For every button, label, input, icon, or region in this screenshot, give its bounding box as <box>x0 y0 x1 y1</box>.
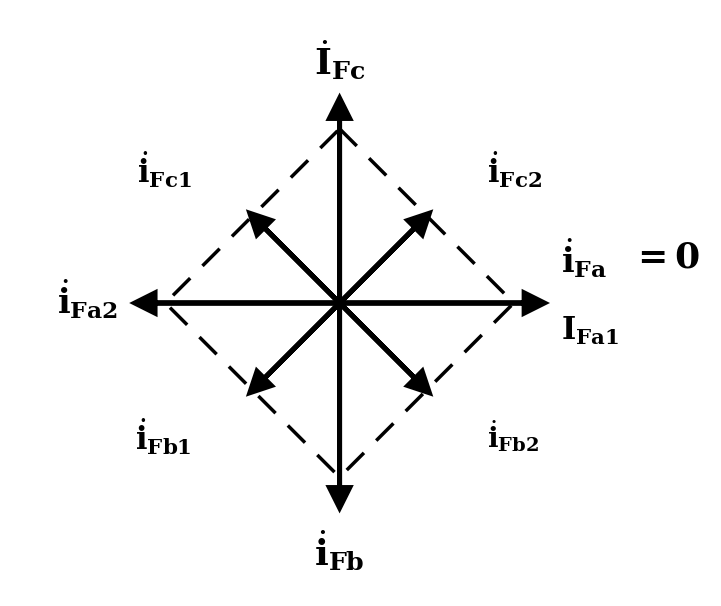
Text: $\dot{\mathbf{i}}_{\mathbf{Fa2}}$: $\dot{\mathbf{i}}_{\mathbf{Fa2}}$ <box>57 277 118 321</box>
Text: $\dot{\mathbf{i}}_{\mathbf{Fa}}$: $\dot{\mathbf{i}}_{\mathbf{Fa}}$ <box>561 236 607 280</box>
FancyArrow shape <box>340 303 430 393</box>
FancyArrow shape <box>340 293 544 313</box>
Text: $\mathbf{= 0}$: $\mathbf{= 0}$ <box>631 241 700 275</box>
Text: $\dot{\mathbf{I}}_{\mathbf{Fc}}$: $\dot{\mathbf{I}}_{\mathbf{Fc}}$ <box>314 38 366 82</box>
Text: $\dot{\mathbf{i}}_{\mathbf{Fc2}}$: $\dot{\mathbf{i}}_{\mathbf{Fc2}}$ <box>487 149 542 190</box>
Text: $\mathbf{I}_{\mathbf{Fa1}}$: $\mathbf{I}_{\mathbf{Fa1}}$ <box>561 315 619 347</box>
Text: $\dot{\mathbf{i}}_{\mathbf{Fb2}}$: $\dot{\mathbf{i}}_{\mathbf{Fb2}}$ <box>487 418 539 454</box>
FancyArrow shape <box>329 98 350 303</box>
FancyArrow shape <box>135 293 340 313</box>
Text: $\dot{\mathbf{i}}_{\mathbf{Fb}}$: $\dot{\mathbf{i}}_{\mathbf{Fb}}$ <box>314 528 365 573</box>
FancyArrow shape <box>249 303 340 393</box>
FancyArrow shape <box>329 303 350 508</box>
FancyArrow shape <box>340 213 430 303</box>
Text: $\dot{\mathbf{i}}_{\mathbf{Fb1}}$: $\dot{\mathbf{i}}_{\mathbf{Fb1}}$ <box>136 416 192 457</box>
FancyArrow shape <box>249 213 340 303</box>
Text: $\dot{\mathbf{i}}_{\mathbf{Fc1}}$: $\dot{\mathbf{i}}_{\mathbf{Fc1}}$ <box>137 149 192 190</box>
